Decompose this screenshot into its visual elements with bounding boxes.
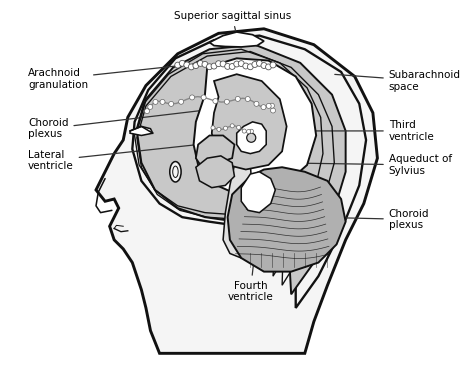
Polygon shape bbox=[212, 74, 287, 170]
Circle shape bbox=[188, 64, 194, 70]
Polygon shape bbox=[96, 29, 377, 353]
Text: Choroid
plexus: Choroid plexus bbox=[317, 209, 429, 230]
Circle shape bbox=[160, 99, 165, 104]
Circle shape bbox=[213, 99, 218, 104]
Circle shape bbox=[220, 61, 226, 67]
Circle shape bbox=[190, 95, 195, 100]
Text: Lateral
ventricle: Lateral ventricle bbox=[28, 145, 195, 171]
Circle shape bbox=[225, 64, 230, 69]
Circle shape bbox=[202, 61, 208, 68]
Circle shape bbox=[193, 63, 199, 69]
Circle shape bbox=[271, 108, 275, 113]
Text: Fourth
ventricle: Fourth ventricle bbox=[228, 215, 273, 302]
Circle shape bbox=[256, 61, 262, 66]
Text: Choroid
plexus: Choroid plexus bbox=[28, 109, 218, 139]
Circle shape bbox=[184, 62, 190, 68]
Ellipse shape bbox=[170, 161, 181, 182]
Circle shape bbox=[246, 130, 251, 133]
Circle shape bbox=[211, 126, 215, 130]
Text: Third
ventricle: Third ventricle bbox=[269, 120, 435, 142]
Text: Aqueduct of
Sylvius: Aqueduct of Sylvius bbox=[271, 154, 452, 176]
Polygon shape bbox=[196, 135, 235, 172]
Polygon shape bbox=[130, 126, 153, 135]
Polygon shape bbox=[223, 165, 255, 258]
Polygon shape bbox=[137, 45, 346, 294]
Polygon shape bbox=[241, 172, 275, 213]
Circle shape bbox=[198, 61, 203, 66]
Polygon shape bbox=[210, 32, 264, 47]
Circle shape bbox=[217, 127, 221, 132]
Circle shape bbox=[229, 64, 235, 69]
Polygon shape bbox=[132, 36, 366, 308]
Circle shape bbox=[245, 97, 250, 102]
Circle shape bbox=[148, 104, 153, 109]
Text: Arachnoid
granulation: Arachnoid granulation bbox=[28, 66, 182, 90]
Circle shape bbox=[216, 61, 221, 67]
Circle shape bbox=[261, 105, 266, 110]
Polygon shape bbox=[237, 122, 266, 154]
Circle shape bbox=[238, 61, 244, 67]
Circle shape bbox=[243, 63, 249, 69]
Circle shape bbox=[242, 129, 246, 133]
Circle shape bbox=[254, 101, 259, 106]
Circle shape bbox=[207, 64, 212, 70]
Circle shape bbox=[201, 95, 206, 100]
Circle shape bbox=[211, 63, 217, 69]
Circle shape bbox=[223, 126, 228, 130]
Circle shape bbox=[230, 124, 234, 128]
Circle shape bbox=[175, 62, 181, 68]
Text: Superior sagittal sinus: Superior sagittal sinus bbox=[173, 11, 291, 33]
Circle shape bbox=[246, 133, 256, 142]
Circle shape bbox=[269, 103, 274, 108]
Circle shape bbox=[247, 64, 253, 70]
Circle shape bbox=[153, 99, 158, 104]
Polygon shape bbox=[196, 156, 235, 188]
Circle shape bbox=[179, 61, 185, 66]
Circle shape bbox=[249, 129, 254, 133]
Circle shape bbox=[224, 99, 229, 104]
Circle shape bbox=[261, 62, 267, 68]
Circle shape bbox=[266, 104, 271, 108]
Circle shape bbox=[235, 97, 240, 101]
Circle shape bbox=[237, 125, 241, 130]
Circle shape bbox=[169, 101, 173, 106]
Text: Subarachnoid
space: Subarachnoid space bbox=[335, 70, 461, 92]
Polygon shape bbox=[193, 58, 316, 192]
Circle shape bbox=[265, 64, 272, 70]
Circle shape bbox=[145, 109, 149, 114]
Circle shape bbox=[179, 99, 183, 104]
Circle shape bbox=[234, 61, 240, 67]
Polygon shape bbox=[228, 167, 346, 272]
Circle shape bbox=[270, 62, 276, 68]
Circle shape bbox=[252, 62, 258, 68]
